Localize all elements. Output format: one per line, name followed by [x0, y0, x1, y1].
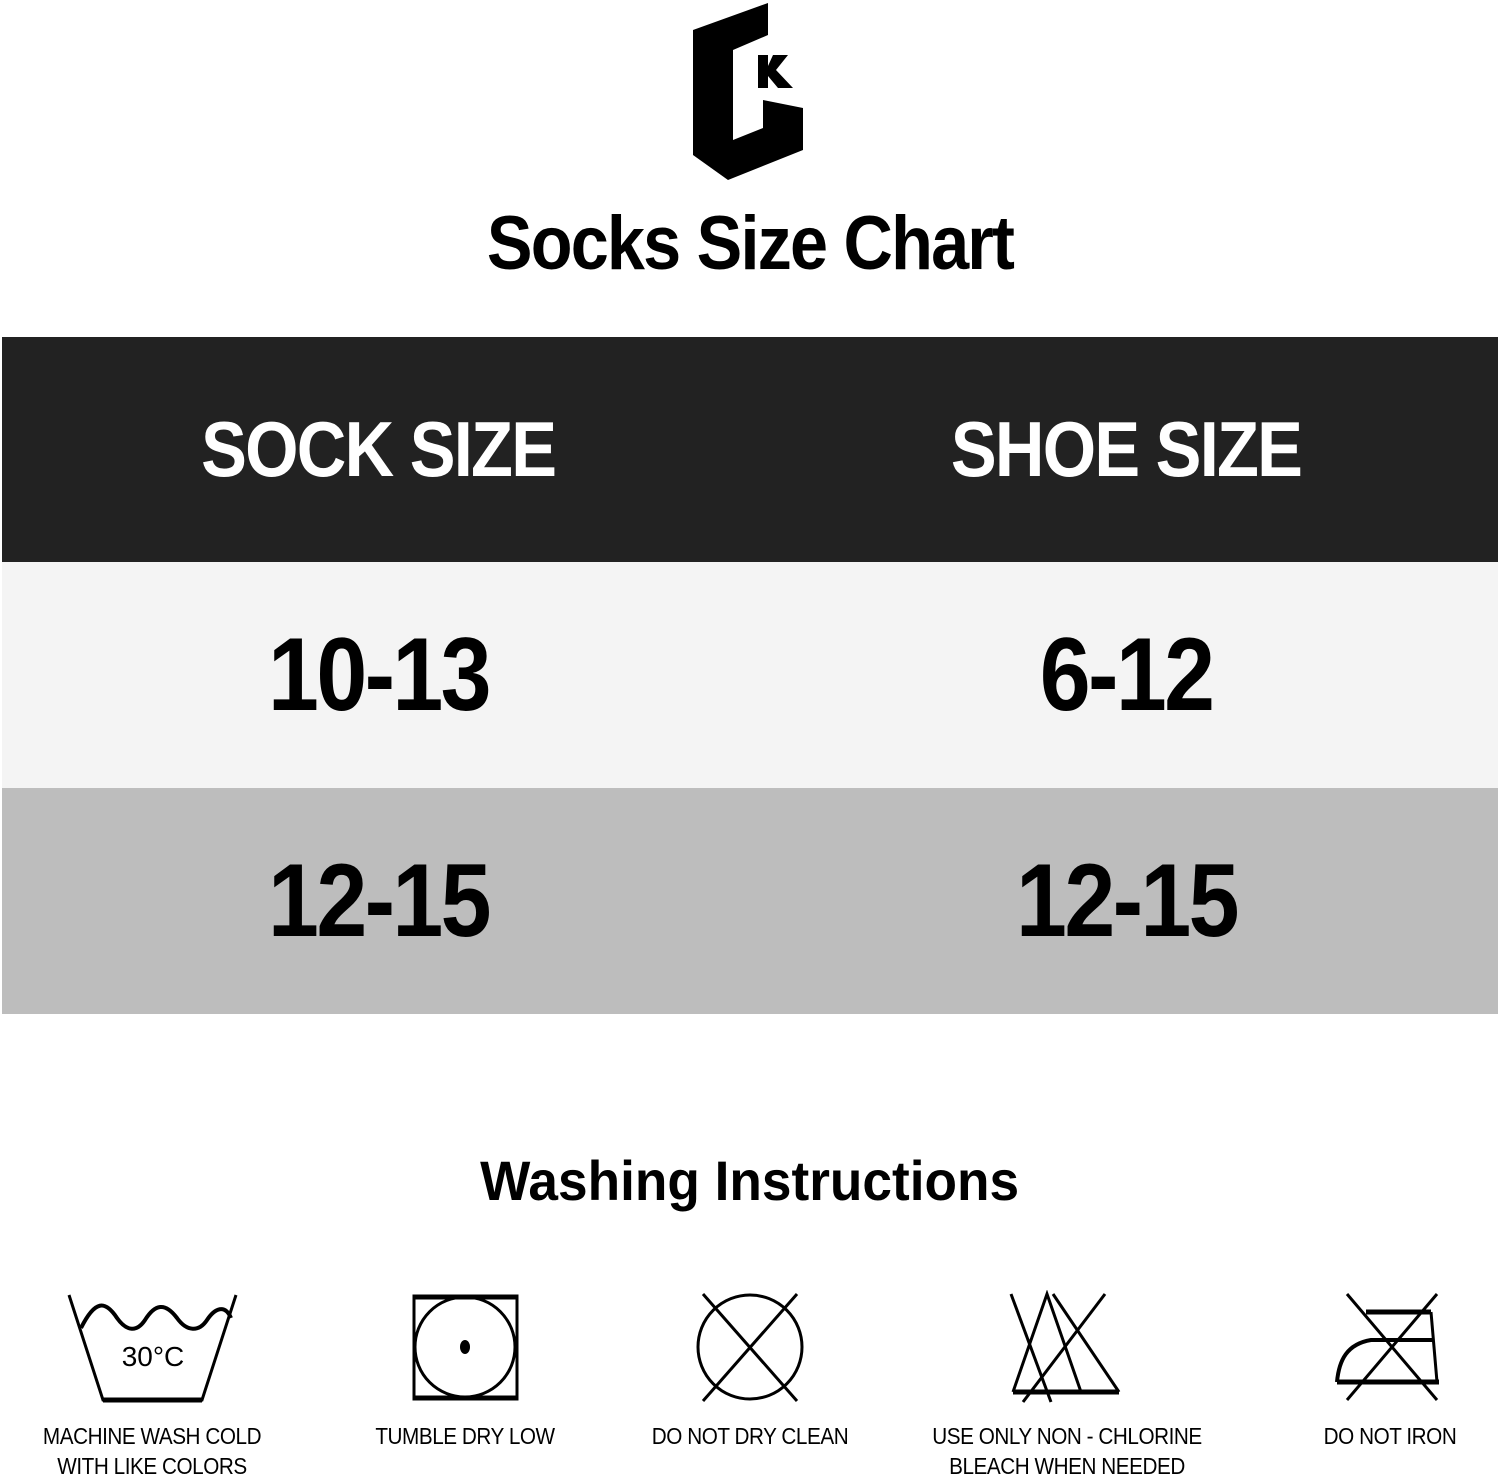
- machine-wash-30-icon: 30°C: [67, 1294, 237, 1403]
- care-label: DO NOT DRY CLEAN: [651, 1423, 849, 1449]
- care-item-tumble: TUMBLE DRY LOW: [315, 1290, 615, 1451]
- sock-size-cell: 10-13: [267, 616, 492, 733]
- do-not-iron-icon: [1334, 1293, 1439, 1401]
- wash-temp: 30°C: [121, 1341, 184, 1372]
- table-header-row: SOCK SIZE SHOE SIZE: [2, 337, 1498, 562]
- shoe-size-cell: 12-15: [1015, 842, 1240, 959]
- header-sock-size: SOCK SIZE: [200, 405, 557, 493]
- care-label: DO NOT IRON: [1323, 1423, 1457, 1449]
- shoe-size-cell: 6-12: [1039, 616, 1215, 733]
- table-row: 12-15 12-15: [2, 788, 1498, 1014]
- care-item-wash: 30°C MACHINE WASH COLD WITH LIKE COLORS: [2, 1290, 302, 1481]
- care-label: BLEACH WHEN NEEDED: [949, 1453, 1185, 1479]
- washing-title: Washing Instructions: [480, 1149, 1020, 1212]
- tumble-dry-low-icon: [412, 1294, 518, 1401]
- brand-logo: [693, 3, 803, 180]
- sock-size-cell: 12-15: [267, 842, 492, 959]
- header-shoe-size: SHOE SIZE: [950, 405, 1303, 493]
- non-chlorine-bleach-icon: [1009, 1290, 1121, 1403]
- care-label: USE ONLY NON - CHLORINE: [932, 1423, 1202, 1449]
- size-table: SOCK SIZE SHOE SIZE 10-13 6-12 12-15 12-…: [2, 337, 1498, 1014]
- care-item-dry-clean: DO NOT DRY CLEAN: [600, 1290, 900, 1451]
- care-item-bleach: USE ONLY NON - CHLORINE BLEACH WHEN NEEDE…: [917, 1290, 1217, 1481]
- care-label: TUMBLE DRY LOW: [375, 1423, 555, 1449]
- table-row: 10-13 6-12: [2, 562, 1498, 788]
- do-not-dry-clean-icon: [696, 1293, 803, 1402]
- care-label: WITH LIKE COLORS: [57, 1453, 247, 1479]
- page-title: Socks Size Chart: [486, 201, 1015, 286]
- care-label: MACHINE WASH COLD: [42, 1423, 262, 1449]
- care-item-iron: DO NOT IRON: [1240, 1290, 1500, 1451]
